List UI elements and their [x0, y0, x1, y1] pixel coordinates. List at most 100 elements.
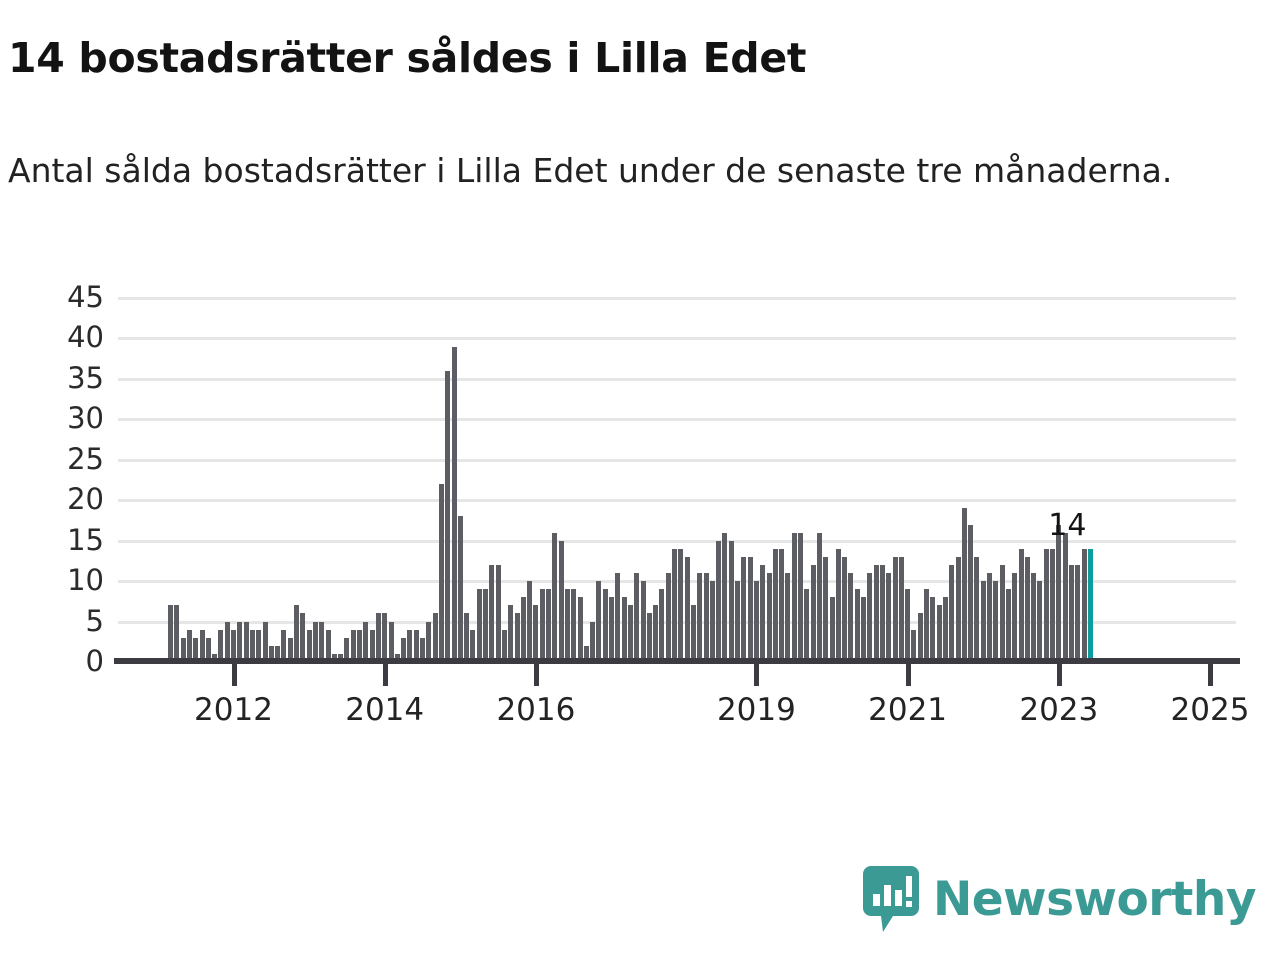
bar — [464, 613, 470, 662]
bar — [590, 621, 596, 662]
gridline — [118, 620, 1236, 624]
gridline — [118, 499, 1236, 503]
bar — [388, 621, 394, 662]
bar — [451, 346, 457, 662]
bar — [1043, 548, 1049, 662]
bar — [1012, 573, 1018, 662]
bar — [539, 589, 545, 662]
bar — [306, 629, 312, 662]
bar — [312, 621, 318, 662]
y-axis-tick-label: 35 — [67, 360, 104, 395]
bar — [331, 653, 337, 662]
bar — [237, 621, 243, 662]
bar — [180, 637, 186, 662]
bar — [294, 605, 299, 662]
bar — [338, 653, 344, 662]
plot-area — [118, 297, 1236, 662]
bar — [174, 605, 180, 662]
bar — [1037, 581, 1043, 662]
bar — [766, 573, 772, 662]
bar — [275, 645, 281, 662]
bar — [426, 621, 432, 662]
bar — [867, 573, 873, 662]
x-axis-line — [114, 658, 1240, 664]
bar — [609, 597, 614, 662]
bar — [728, 540, 734, 662]
bar — [350, 629, 356, 662]
y-axis-tick-label: 25 — [67, 441, 104, 476]
bar — [1068, 564, 1074, 662]
x-axis-tick-mark — [1208, 664, 1213, 686]
bar — [842, 556, 848, 662]
bar — [722, 532, 728, 662]
gridline — [118, 297, 1236, 300]
bar — [382, 613, 388, 662]
x-axis-tick-mark — [382, 664, 388, 686]
x-axis-tick-mark — [533, 664, 539, 686]
bar — [186, 629, 192, 662]
x-axis-tick-mark — [905, 664, 911, 686]
bar — [791, 532, 797, 662]
bar — [747, 556, 753, 662]
bar — [1056, 524, 1062, 662]
newsworthy-logo: Newsworthy — [862, 862, 1257, 936]
bar — [407, 629, 413, 662]
y-axis-tick-label: 15 — [67, 522, 104, 557]
bar — [1024, 556, 1030, 662]
bar — [653, 605, 659, 662]
bar — [672, 548, 677, 662]
bar — [735, 581, 740, 662]
bar — [772, 548, 778, 662]
bar — [804, 589, 810, 662]
bar — [848, 573, 854, 662]
bar — [344, 637, 350, 662]
bar — [690, 605, 696, 662]
bar — [546, 589, 551, 662]
bar — [394, 653, 400, 662]
bar — [678, 548, 684, 662]
x-axis-labels: 2012 2014 2016 2019 2021 2023 2025 — [0, 664, 1280, 750]
bar — [703, 573, 709, 662]
bar — [898, 556, 904, 662]
x-axis-tick-mark — [231, 664, 237, 686]
bar — [527, 581, 533, 662]
bar — [476, 589, 482, 662]
bar — [980, 581, 986, 662]
y-axis-tick-label: 5 — [85, 603, 104, 638]
bar — [829, 597, 835, 662]
y-axis-tick-label: 0 — [85, 644, 104, 678]
bar — [1031, 573, 1037, 662]
bar — [917, 613, 923, 662]
bar — [798, 532, 803, 662]
bar — [709, 581, 715, 662]
x-axis-tick-label: 2012 — [194, 692, 273, 728]
bar — [520, 597, 526, 662]
bar-highlighted — [1087, 548, 1093, 662]
bar — [936, 605, 942, 662]
bar — [438, 484, 444, 662]
bar — [993, 581, 999, 662]
bar — [905, 589, 911, 662]
y-axis-tick-label: 10 — [67, 563, 104, 598]
bar — [621, 597, 627, 662]
bar — [571, 589, 577, 662]
bar — [924, 589, 929, 662]
chart-subtitle: Antal sålda bostadsrätter i Lilla Edet u… — [8, 151, 1173, 190]
bar — [231, 629, 236, 662]
x-axis-tick-mark — [754, 664, 760, 686]
bar — [911, 629, 917, 662]
bar — [854, 589, 860, 662]
bar — [205, 637, 211, 662]
bar — [930, 597, 936, 662]
bar-chart: 0 5 10 15 20 25 30 35 40 45 14 2012 2014 2016 2019 20… — [0, 280, 1280, 750]
bar — [243, 621, 249, 662]
x-axis-tick-label: 2014 — [345, 692, 425, 728]
bar — [684, 556, 690, 662]
bar — [810, 564, 816, 662]
bar — [665, 573, 671, 662]
gridline — [118, 539, 1236, 543]
bar — [445, 370, 451, 662]
bar — [552, 532, 558, 662]
bar — [583, 645, 589, 662]
bar — [1005, 589, 1011, 662]
